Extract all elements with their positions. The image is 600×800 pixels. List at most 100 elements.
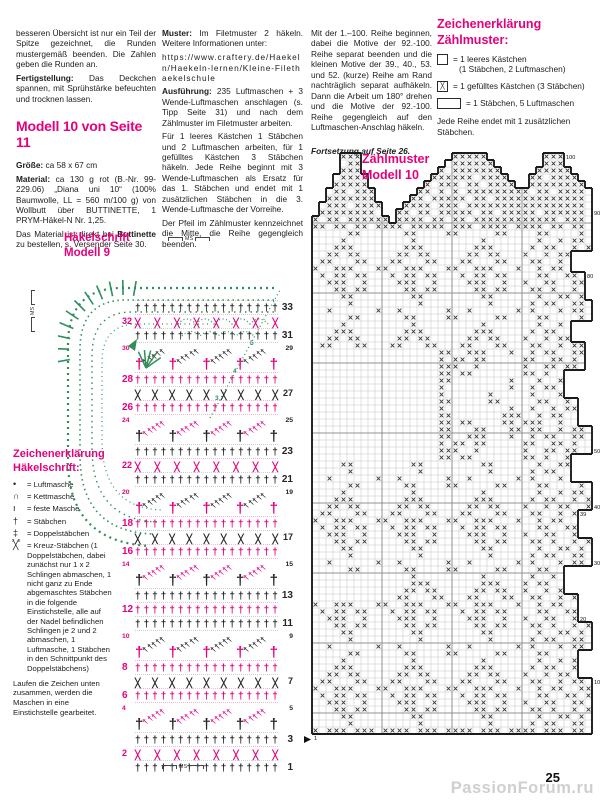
- cross-stitch-symbol: ╳: [135, 678, 141, 688]
- stitch-symbol: †: [203, 547, 210, 558]
- legend-item: † = Stäbchen: [13, 515, 114, 526]
- cross-stitch-symbol: ╳: [135, 318, 141, 328]
- stitch-symbol: †: [263, 663, 270, 674]
- stitch-symbol: †: [255, 605, 261, 616]
- stitch-symbol: †: [177, 691, 184, 702]
- haekelschrift-row: ╳ ╳ ╳ ╳ ╳ ╳ ╳ ╳ 2: [122, 746, 278, 760]
- stitch-symbol: †: [272, 691, 278, 702]
- stitch-symbol: †: [220, 447, 227, 458]
- stitch-symbol: †: [203, 663, 210, 674]
- tall-stitch-symbol: †: [168, 356, 177, 373]
- stitch-symbol: †: [203, 691, 210, 702]
- cross-stitch-symbol: ╳: [193, 462, 200, 472]
- muster-line: Muster: Im Filetmuster 2 häkeln. Weitere…: [162, 28, 303, 49]
- zaehlmuster-title-line1: Zählmuster: [362, 152, 430, 166]
- legend-title-line2: Häkelschrift:: [13, 461, 80, 474]
- stitch-symbol: †: [229, 375, 235, 386]
- stitch-symbol: †: [143, 331, 150, 342]
- stitch-symbol: †: [143, 547, 150, 558]
- stitch-symbol: †: [195, 303, 201, 314]
- stitch-symbol: †: [263, 547, 270, 558]
- stitch-symbol: †: [143, 663, 150, 674]
- ausfuehrung-line: Ausführung: 235 Luftmaschen + 3 Wende-Lu…: [162, 86, 303, 128]
- legend-footer: Laufen die Zeichen unten zusammen, werde…: [13, 678, 100, 717]
- legend-item-empty-box: = 1 leeres Kästchen (1 Stäbchen, 2 Luftma…: [437, 54, 595, 75]
- stitch-symbol: †: [195, 605, 201, 616]
- tall-stitch-symbol: †: [269, 716, 278, 733]
- legend-item-text: = 1 leeres Kästchen (1 Stäbchen, 2 Luftma…: [453, 54, 566, 75]
- cross-stitch-symbol: ╳: [174, 462, 180, 472]
- stitch-symbol: †: [263, 375, 270, 386]
- chart-row-number: 1: [314, 736, 317, 742]
- cross-stitch-symbol: ╳: [186, 534, 192, 544]
- cross-stitch-symbol: ╳: [252, 462, 259, 472]
- stitch-symbol: †: [186, 403, 193, 414]
- stitch-symbol: †: [186, 605, 193, 616]
- legend-title-line1: Zeichenerklärung: [13, 448, 105, 460]
- stitch-symbol: †: [246, 331, 253, 342]
- cross-stitch-symbol: ╳: [213, 318, 219, 328]
- ms-bracket-bottom: MS: [162, 764, 204, 770]
- stitch-symbol: †: [220, 375, 227, 386]
- stitch-symbol: †: [263, 605, 270, 616]
- row-number: 28: [122, 374, 134, 385]
- haekelschrift-row: † † † † † † † † † † † † † † † † † 21: [135, 472, 293, 486]
- stitch-symbol: †: [220, 663, 227, 674]
- stitch-symbol: †: [160, 663, 167, 674]
- tall-stitch-symbol: †: [202, 356, 211, 373]
- haekelschrift-row: † † † † † † † † † † † † † † † † † † † † † † † † † 10 9: [122, 630, 293, 660]
- stitch-symbol: †: [143, 519, 150, 530]
- cross-stitch-symbol: ╳: [252, 318, 259, 328]
- tall-stitch-symbol: †: [202, 572, 211, 589]
- stitch-symbol-icon: †: [13, 515, 19, 526]
- haekelschrift-row: † † † † † † † † † † † † † † † † † † † † † † † † † 4 5: [122, 702, 293, 733]
- stitch-symbol: †: [237, 403, 244, 414]
- stitch-symbol: †: [263, 735, 270, 746]
- row-number: 8: [122, 662, 128, 673]
- stitch-symbol: †: [246, 519, 253, 530]
- cross-stitch-symbol: ╳: [174, 318, 180, 328]
- legend-item-wide-box: = 1 Stäbchen, 5 Luftmaschen: [437, 97, 595, 109]
- stitch-symbol: †: [229, 547, 235, 558]
- tall-stitch-symbol: †: [135, 500, 144, 517]
- stitch-symbol: †: [246, 663, 253, 674]
- fertigstellung-text: Das Deckchen spannen, mit Sprühstärke be…: [16, 72, 156, 104]
- row-number: 23: [281, 446, 293, 457]
- stitch-symbol: †: [212, 547, 218, 558]
- legend-item: ı = feste Masche: [13, 504, 114, 514]
- tall-stitch-symbol: †: [168, 572, 177, 589]
- stitch-symbol: †: [246, 691, 253, 702]
- stitch-symbol: †: [135, 605, 141, 616]
- stitch-symbol: †: [272, 605, 278, 616]
- material-label: Material:: [16, 173, 51, 184]
- row-number: 13: [281, 590, 293, 601]
- tall-stitch-symbol: †: [235, 356, 245, 373]
- tall-stitch-symbol: †: [235, 428, 245, 445]
- chart-row-number: 10: [594, 680, 600, 686]
- cross-stitch-symbol: ╳: [174, 750, 180, 760]
- stitch-symbol: †: [203, 591, 210, 602]
- stitch-symbol: †: [272, 591, 278, 602]
- haekelschrift-row: † † † † † † † † † † † † † † † † † 6: [122, 688, 278, 702]
- stitch-symbol: †: [212, 619, 218, 630]
- stitch-symbol: †: [237, 375, 244, 386]
- legend-item-label: = Doppelstäbchen: [27, 529, 90, 539]
- stitch-symbol: †: [169, 475, 175, 486]
- stitch-symbol: †: [169, 763, 175, 774]
- stitch-symbol: †: [169, 403, 175, 414]
- cross-stitch-symbol: ╳: [203, 390, 210, 400]
- stitch-symbol: †: [169, 447, 175, 458]
- chart-outline: [311, 152, 593, 735]
- empty-box-icon: [437, 54, 448, 65]
- stitch-symbol: †: [263, 591, 270, 602]
- stitch-symbol: †: [263, 303, 270, 314]
- stitch-symbol: †: [169, 605, 175, 616]
- stitch-symbol: †: [135, 663, 141, 674]
- row-number: 16: [122, 546, 134, 557]
- stitch-symbol: †: [195, 475, 201, 486]
- stitch-symbol: †: [177, 605, 184, 616]
- stitch-symbol: †: [177, 303, 184, 314]
- row-number: 11: [282, 618, 293, 629]
- cross-stitch-symbol: ╳: [169, 678, 175, 688]
- stitch-symbol: †: [255, 519, 261, 530]
